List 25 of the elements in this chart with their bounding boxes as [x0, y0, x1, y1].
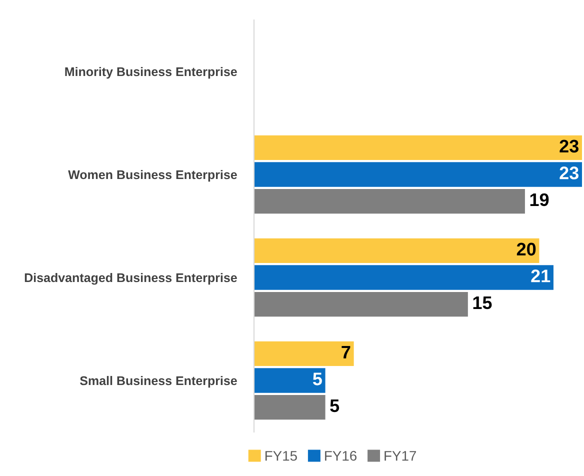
y-tick-label: Minority Business Enterprise	[65, 66, 237, 79]
data-label: 19	[530, 193, 549, 206]
data-label: 5	[312, 372, 322, 386]
bar	[254, 368, 326, 393]
bar	[254, 292, 468, 317]
bar	[254, 341, 354, 366]
bar	[254, 265, 554, 290]
data-label: 15	[473, 296, 492, 310]
bar	[254, 135, 582, 160]
legend-label: FY17	[384, 451, 416, 461]
data-label: 5	[330, 400, 340, 412]
data-label: 23	[560, 140, 578, 153]
bar	[254, 188, 525, 214]
y-tick-label: Women Business Enterprise	[68, 170, 237, 182]
bar	[254, 162, 582, 187]
bar	[254, 238, 540, 264]
data-label: 20	[516, 242, 536, 256]
data-label: 21	[531, 270, 550, 282]
data-label: 23	[560, 166, 578, 180]
data-label: 7	[342, 346, 350, 358]
legend-label: FY15	[265, 451, 297, 461]
legend-label: FY16	[325, 450, 357, 461]
y-tick-label: Disadvantaged Business Enterprise	[24, 272, 237, 285]
y-tick-label: Small Business Enterprise	[80, 376, 237, 388]
bar	[254, 394, 326, 420]
